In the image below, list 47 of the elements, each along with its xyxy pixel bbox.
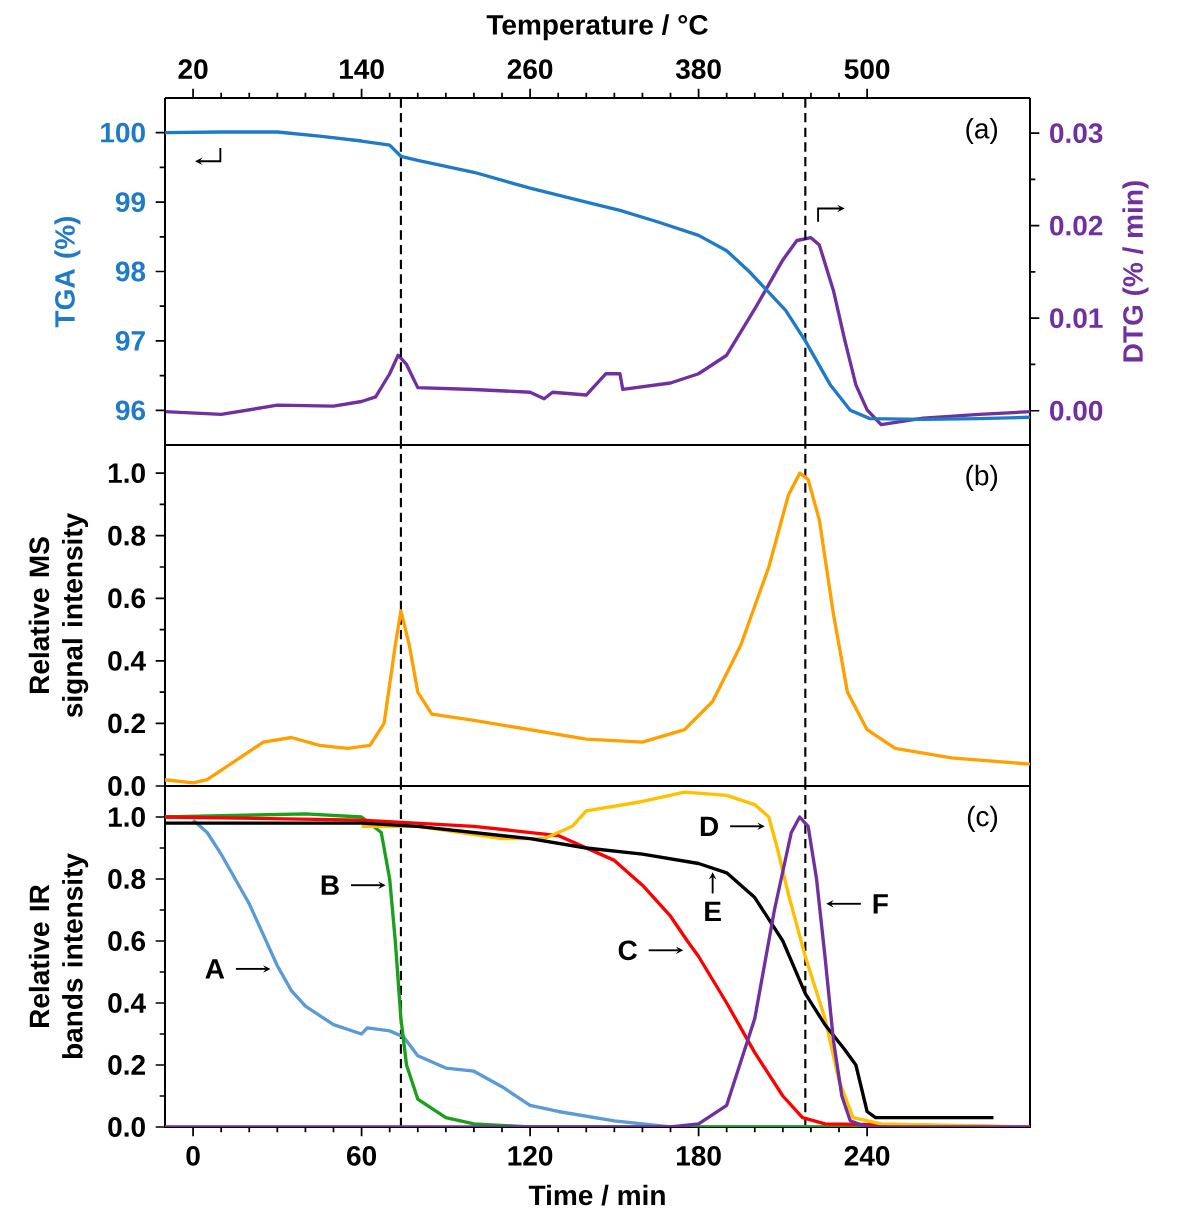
x-tick-label: 0 <box>186 1145 200 1166</box>
x2-tick-label: 380 <box>675 59 721 80</box>
y-tick-label: 0.4 <box>108 993 146 1013</box>
y2-tick-label: 0.03 <box>1050 123 1103 144</box>
annotation: F <box>873 894 888 914</box>
x2-axis-title: Temperature / °C <box>486 14 708 41</box>
x2-tick-label: 500 <box>844 59 890 80</box>
annotation: E <box>705 901 721 922</box>
y2-tick-label: 0.01 <box>1050 308 1103 329</box>
x2-tick-label: 20 <box>178 59 208 80</box>
x2-tick-label: 140 <box>339 59 384 80</box>
y2-tick-label: 0.00 <box>1050 400 1103 421</box>
y-tick-label: 0.6 <box>108 931 146 951</box>
annotation: (b) <box>966 464 998 491</box>
y-tick-label: 98 <box>115 261 146 282</box>
annotation: (a) <box>966 118 998 145</box>
y-tick-label: 96 <box>115 400 146 421</box>
y-axis-title: Relative IR bands intensity <box>28 853 89 1059</box>
y2-tick-label: 0.02 <box>1050 215 1103 236</box>
annotation: (c) <box>967 805 998 832</box>
x-tick-label: 180 <box>677 1145 721 1166</box>
y-tick-label: 0.0 <box>108 1117 145 1137</box>
y-tick-label: 0.2 <box>108 1055 145 1075</box>
y-tick-label: 1.0 <box>108 807 145 827</box>
annotation: C <box>618 940 637 961</box>
y-tick-label: 0.6 <box>108 588 146 609</box>
y-tick-label: 99 <box>115 192 146 213</box>
y2-axis-title: DTG (% / min) <box>1122 181 1149 362</box>
y-tick-label: 97 <box>115 330 145 351</box>
x-tick-label: 60 <box>347 1145 377 1166</box>
y-tick-label: 0.0 <box>108 776 145 796</box>
y-tick-label: 1.0 <box>108 463 145 484</box>
y-tick-label: 0.8 <box>108 525 146 546</box>
annotation: B <box>321 875 339 895</box>
x-tick-label: 120 <box>508 1145 553 1166</box>
y-tick-label: 0.4 <box>108 650 146 671</box>
y-axis-title: Relative MS signal intensity <box>28 512 89 718</box>
x2-tick-label: 260 <box>507 59 553 80</box>
y-axis-title: TGA (%) <box>54 216 81 328</box>
line-series <box>165 236 1030 427</box>
y-tick-label: 0.2 <box>108 713 145 734</box>
y-tick-label: 0.8 <box>108 869 146 889</box>
x-axis-title: Time / min <box>528 1184 665 1206</box>
annotation: D <box>700 816 719 836</box>
annotation: A <box>205 959 225 979</box>
x-tick-label: 240 <box>844 1145 890 1166</box>
y-tick-label: 100 <box>101 122 145 143</box>
